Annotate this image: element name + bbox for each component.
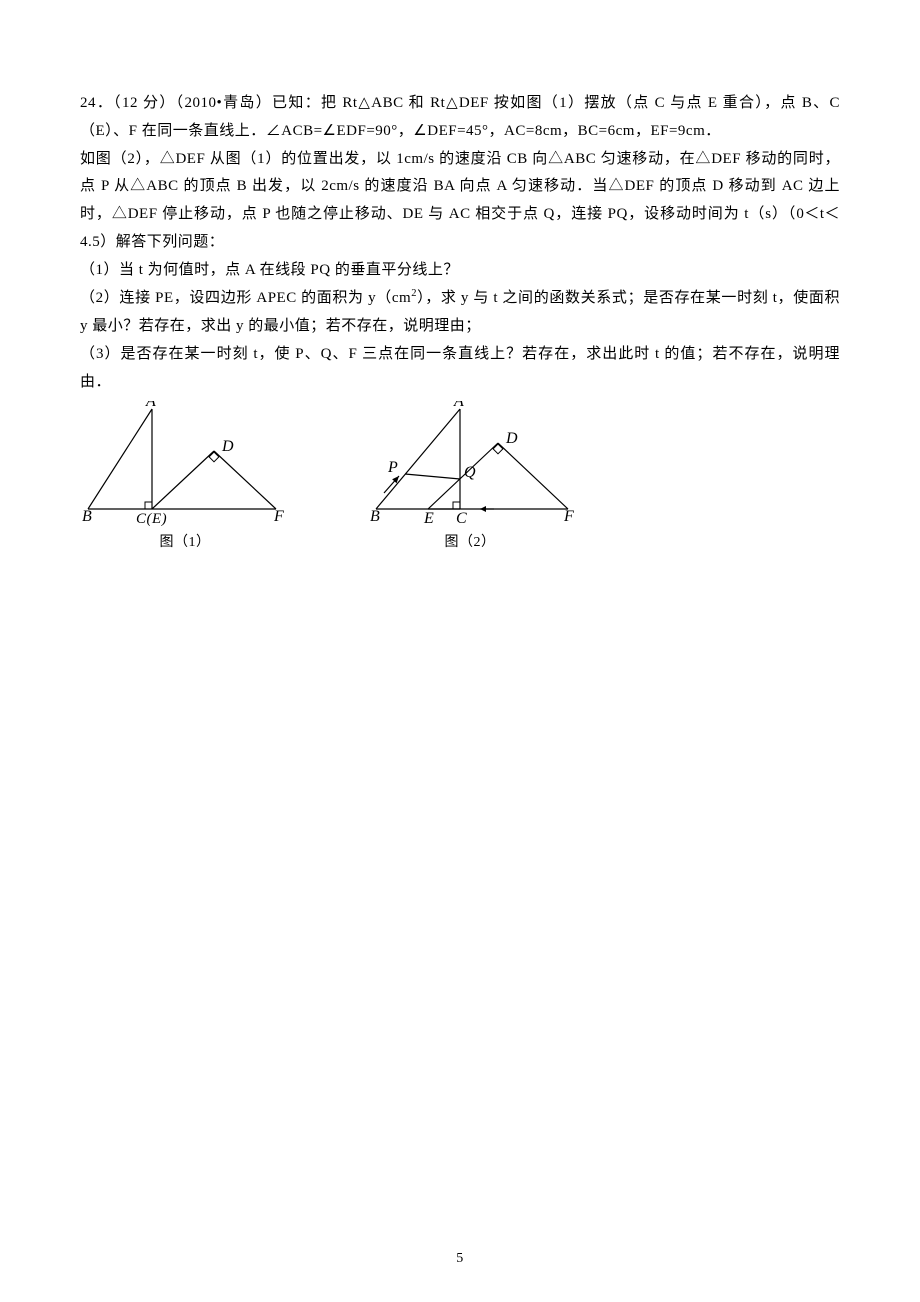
figure-2: A B C E D F P Q 图（2） bbox=[350, 401, 590, 556]
svg-text:F: F bbox=[563, 508, 574, 525]
svg-text:Q: Q bbox=[464, 464, 476, 481]
figure-2-label: 图（2） bbox=[445, 530, 496, 556]
svg-text:A: A bbox=[145, 401, 156, 410]
svg-text:D: D bbox=[221, 438, 234, 455]
page-number: 5 bbox=[0, 1246, 920, 1272]
line-5: （3）是否存在某一时刻 t，使 P、Q、F 三点在同一条直线上？若存在，求出此时… bbox=[80, 341, 840, 397]
figure-1-svg: A B C(E) D F bbox=[80, 401, 290, 526]
svg-text:E: E bbox=[423, 510, 434, 526]
svg-text:B: B bbox=[370, 508, 380, 525]
svg-text:C(E): C(E) bbox=[136, 511, 167, 526]
figures-row: A B C(E) D F 图（1） A B C E D F P Q 图（2） bbox=[80, 401, 840, 556]
line-1: 24．（12 分）（2010•青岛）已知：把 Rt△ABC 和 Rt△DEF 按… bbox=[80, 90, 840, 146]
svg-text:B: B bbox=[82, 508, 92, 525]
figure-1: A B C(E) D F 图（1） bbox=[80, 401, 290, 556]
svg-text:F: F bbox=[273, 508, 284, 525]
svg-text:P: P bbox=[387, 459, 398, 476]
problem-body: 24．（12 分）（2010•青岛）已知：把 Rt△ABC 和 Rt△DEF 按… bbox=[80, 90, 840, 396]
svg-text:D: D bbox=[505, 430, 518, 447]
figure-1-label: 图（1） bbox=[160, 530, 211, 556]
line-3: （1）当 t 为何值时，点 A 在线段 PQ 的垂直平分线上？ bbox=[80, 257, 840, 285]
svg-text:C: C bbox=[456, 510, 467, 526]
figure-2-svg: A B C E D F P Q bbox=[350, 401, 590, 526]
line-2: 如图（2），△DEF 从图（1）的位置出发，以 1cm/s 的速度沿 CB 向△… bbox=[80, 146, 840, 257]
line-4: （2）连接 PE，设四边形 APEC 的面积为 y（cm2），求 y 与 t 之… bbox=[80, 284, 840, 341]
svg-text:A: A bbox=[453, 401, 464, 410]
